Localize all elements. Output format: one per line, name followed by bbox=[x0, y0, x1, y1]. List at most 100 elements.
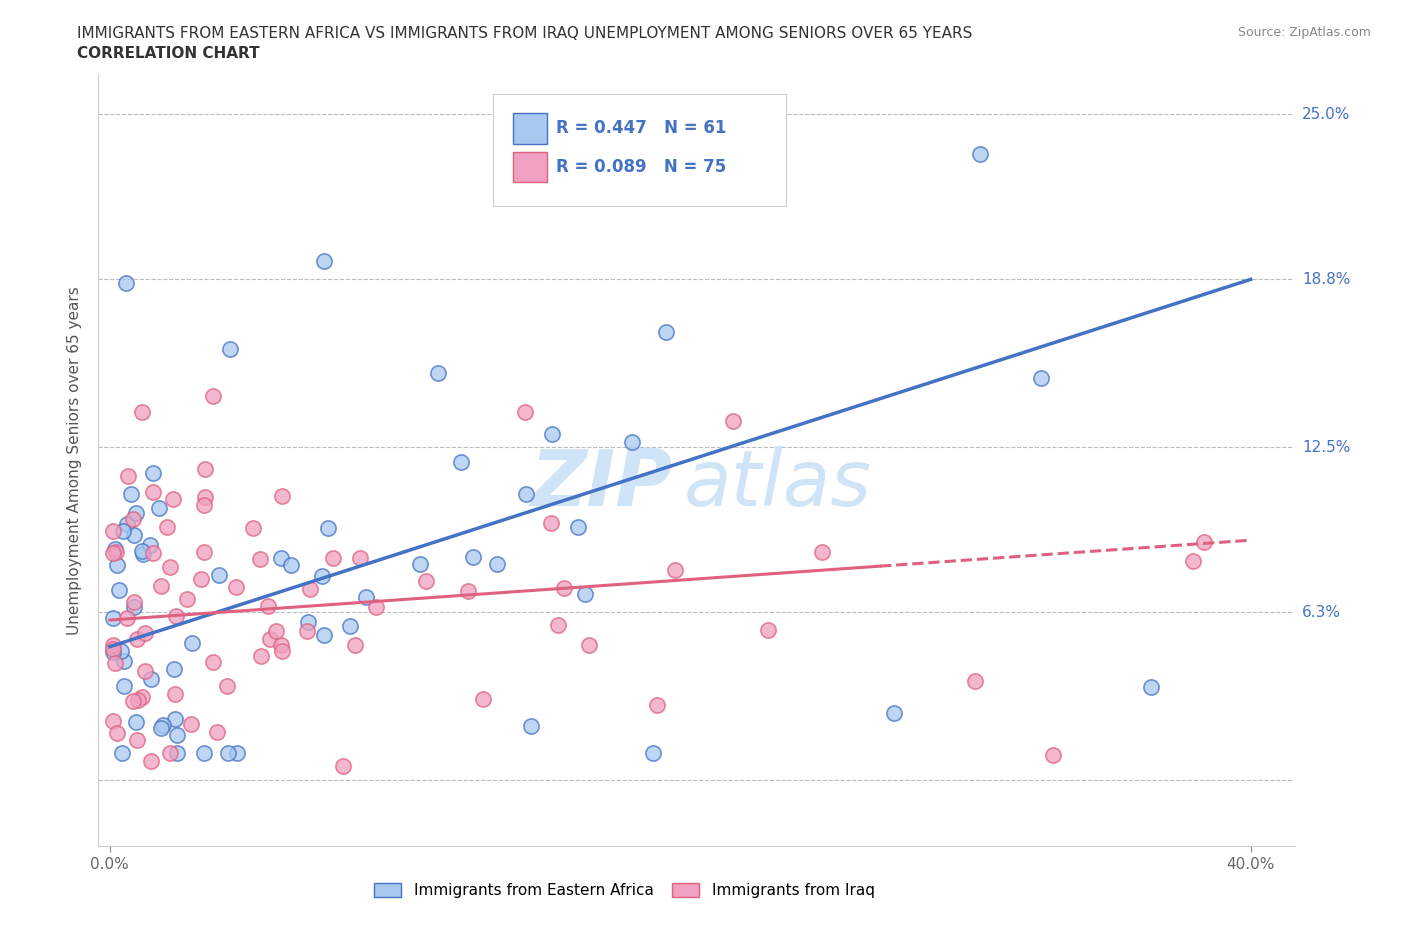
Point bbox=[225, 580, 247, 595]
Point bbox=[457, 584, 479, 599]
Y-axis label: Unemployment Among Seniors over 65 years: Unemployment Among Seniors over 65 years bbox=[67, 286, 83, 634]
Point bbox=[883, 706, 905, 721]
Point bbox=[295, 623, 318, 638]
Point bbox=[115, 610, 138, 625]
Point bbox=[202, 655, 225, 670]
Point bbox=[259, 631, 281, 646]
Point bbox=[297, 615, 319, 630]
Point bbox=[139, 538, 162, 552]
Point bbox=[141, 671, 163, 686]
Point bbox=[969, 147, 991, 162]
Point bbox=[1181, 553, 1204, 568]
Point bbox=[271, 488, 294, 503]
Point bbox=[127, 693, 149, 708]
Point bbox=[332, 759, 354, 774]
Point bbox=[163, 686, 186, 701]
Point bbox=[105, 558, 128, 573]
Point bbox=[664, 563, 686, 578]
Point bbox=[1031, 370, 1053, 385]
Point bbox=[578, 637, 600, 652]
Point bbox=[547, 618, 569, 632]
Point bbox=[166, 728, 188, 743]
Point bbox=[150, 721, 173, 736]
Point bbox=[122, 595, 145, 610]
Point bbox=[134, 625, 156, 640]
Point bbox=[131, 544, 153, 559]
Point bbox=[810, 545, 832, 560]
Point bbox=[112, 678, 135, 693]
Text: CORRELATION CHART: CORRELATION CHART bbox=[77, 46, 260, 61]
Point bbox=[190, 572, 212, 587]
Point bbox=[1042, 748, 1064, 763]
Point bbox=[339, 618, 361, 633]
Point bbox=[647, 698, 669, 712]
Point bbox=[134, 664, 156, 679]
Point bbox=[409, 557, 432, 572]
Point bbox=[364, 599, 387, 614]
Point bbox=[180, 717, 202, 732]
Point bbox=[131, 690, 153, 705]
Point bbox=[166, 746, 188, 761]
Point bbox=[553, 580, 575, 595]
Point bbox=[472, 691, 495, 706]
Point bbox=[110, 644, 132, 658]
Point bbox=[108, 583, 131, 598]
Point bbox=[641, 746, 664, 761]
Point bbox=[343, 638, 366, 653]
Point bbox=[215, 678, 238, 693]
Point bbox=[142, 545, 165, 560]
Point bbox=[965, 674, 987, 689]
Point bbox=[271, 644, 294, 658]
Point bbox=[574, 587, 596, 602]
Point bbox=[314, 628, 336, 643]
Point bbox=[655, 325, 678, 339]
Point bbox=[485, 557, 508, 572]
Point bbox=[121, 693, 143, 708]
Point bbox=[194, 461, 217, 476]
Point bbox=[163, 712, 186, 727]
Point bbox=[721, 414, 744, 429]
Point bbox=[567, 520, 589, 535]
Point bbox=[121, 512, 143, 526]
FancyBboxPatch shape bbox=[513, 152, 547, 182]
Point bbox=[159, 746, 181, 761]
Point bbox=[193, 544, 215, 559]
Point bbox=[132, 546, 155, 561]
Point bbox=[270, 637, 292, 652]
Point bbox=[117, 469, 139, 484]
Point bbox=[112, 524, 135, 538]
Point bbox=[415, 573, 437, 588]
Point bbox=[101, 638, 124, 653]
Point bbox=[205, 724, 228, 739]
Point bbox=[103, 656, 125, 671]
Point bbox=[112, 654, 135, 669]
Point bbox=[1192, 535, 1215, 550]
Point bbox=[520, 719, 543, 734]
Point bbox=[354, 590, 377, 604]
Point bbox=[141, 753, 163, 768]
Point bbox=[152, 718, 174, 733]
Point bbox=[540, 516, 562, 531]
Point bbox=[181, 635, 204, 650]
Point bbox=[163, 661, 186, 676]
Point bbox=[249, 551, 271, 566]
Point bbox=[101, 713, 124, 728]
Point bbox=[124, 600, 146, 615]
Point bbox=[148, 500, 170, 515]
Point bbox=[194, 490, 217, 505]
Point bbox=[142, 485, 165, 499]
Point bbox=[101, 524, 124, 538]
Point bbox=[758, 622, 780, 637]
Point bbox=[250, 648, 273, 663]
Point bbox=[298, 581, 321, 596]
Point bbox=[242, 520, 264, 535]
Point bbox=[104, 541, 127, 556]
Point bbox=[125, 732, 148, 747]
Point bbox=[124, 527, 146, 542]
Text: R = 0.089   N = 75: R = 0.089 N = 75 bbox=[557, 158, 727, 176]
Point bbox=[125, 505, 148, 520]
Point bbox=[202, 389, 225, 404]
Point bbox=[270, 551, 292, 565]
Point bbox=[142, 466, 165, 481]
Point bbox=[125, 715, 148, 730]
